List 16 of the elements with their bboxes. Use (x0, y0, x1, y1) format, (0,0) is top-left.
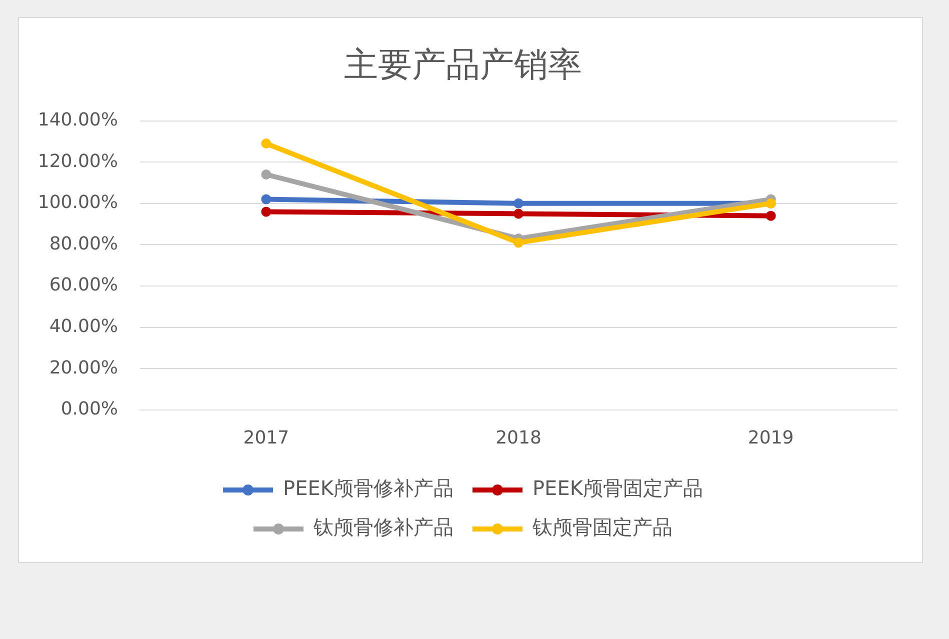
chart-title: 主要产品产销率 (344, 45, 582, 86)
y-tick-label: 100.00% (38, 192, 118, 214)
y-tick-label: 140.00% (38, 109, 118, 130)
y-tick-label: 120.00% (38, 150, 118, 172)
x-tick-label: 2018 (496, 427, 542, 448)
y-tick-label: 0.00% (60, 398, 118, 420)
y-tick-label: 80.00% (49, 233, 118, 254)
legend-label: PEEK颅骨修补产品 (283, 476, 454, 500)
y-tick-label: 40.00% (49, 316, 118, 338)
y-tick-label: 60.00% (49, 274, 118, 296)
legend-label: PEEK颅骨固定产品 (532, 476, 703, 500)
legend-label: 钛颅骨固定产品 (532, 515, 672, 540)
x-tick-label: 2017 (243, 427, 290, 448)
x-tick-label: 2019 (748, 427, 794, 448)
y-tick-label: 20.00% (49, 357, 118, 378)
legend-label: 钛颅骨修补产品 (312, 515, 454, 540)
